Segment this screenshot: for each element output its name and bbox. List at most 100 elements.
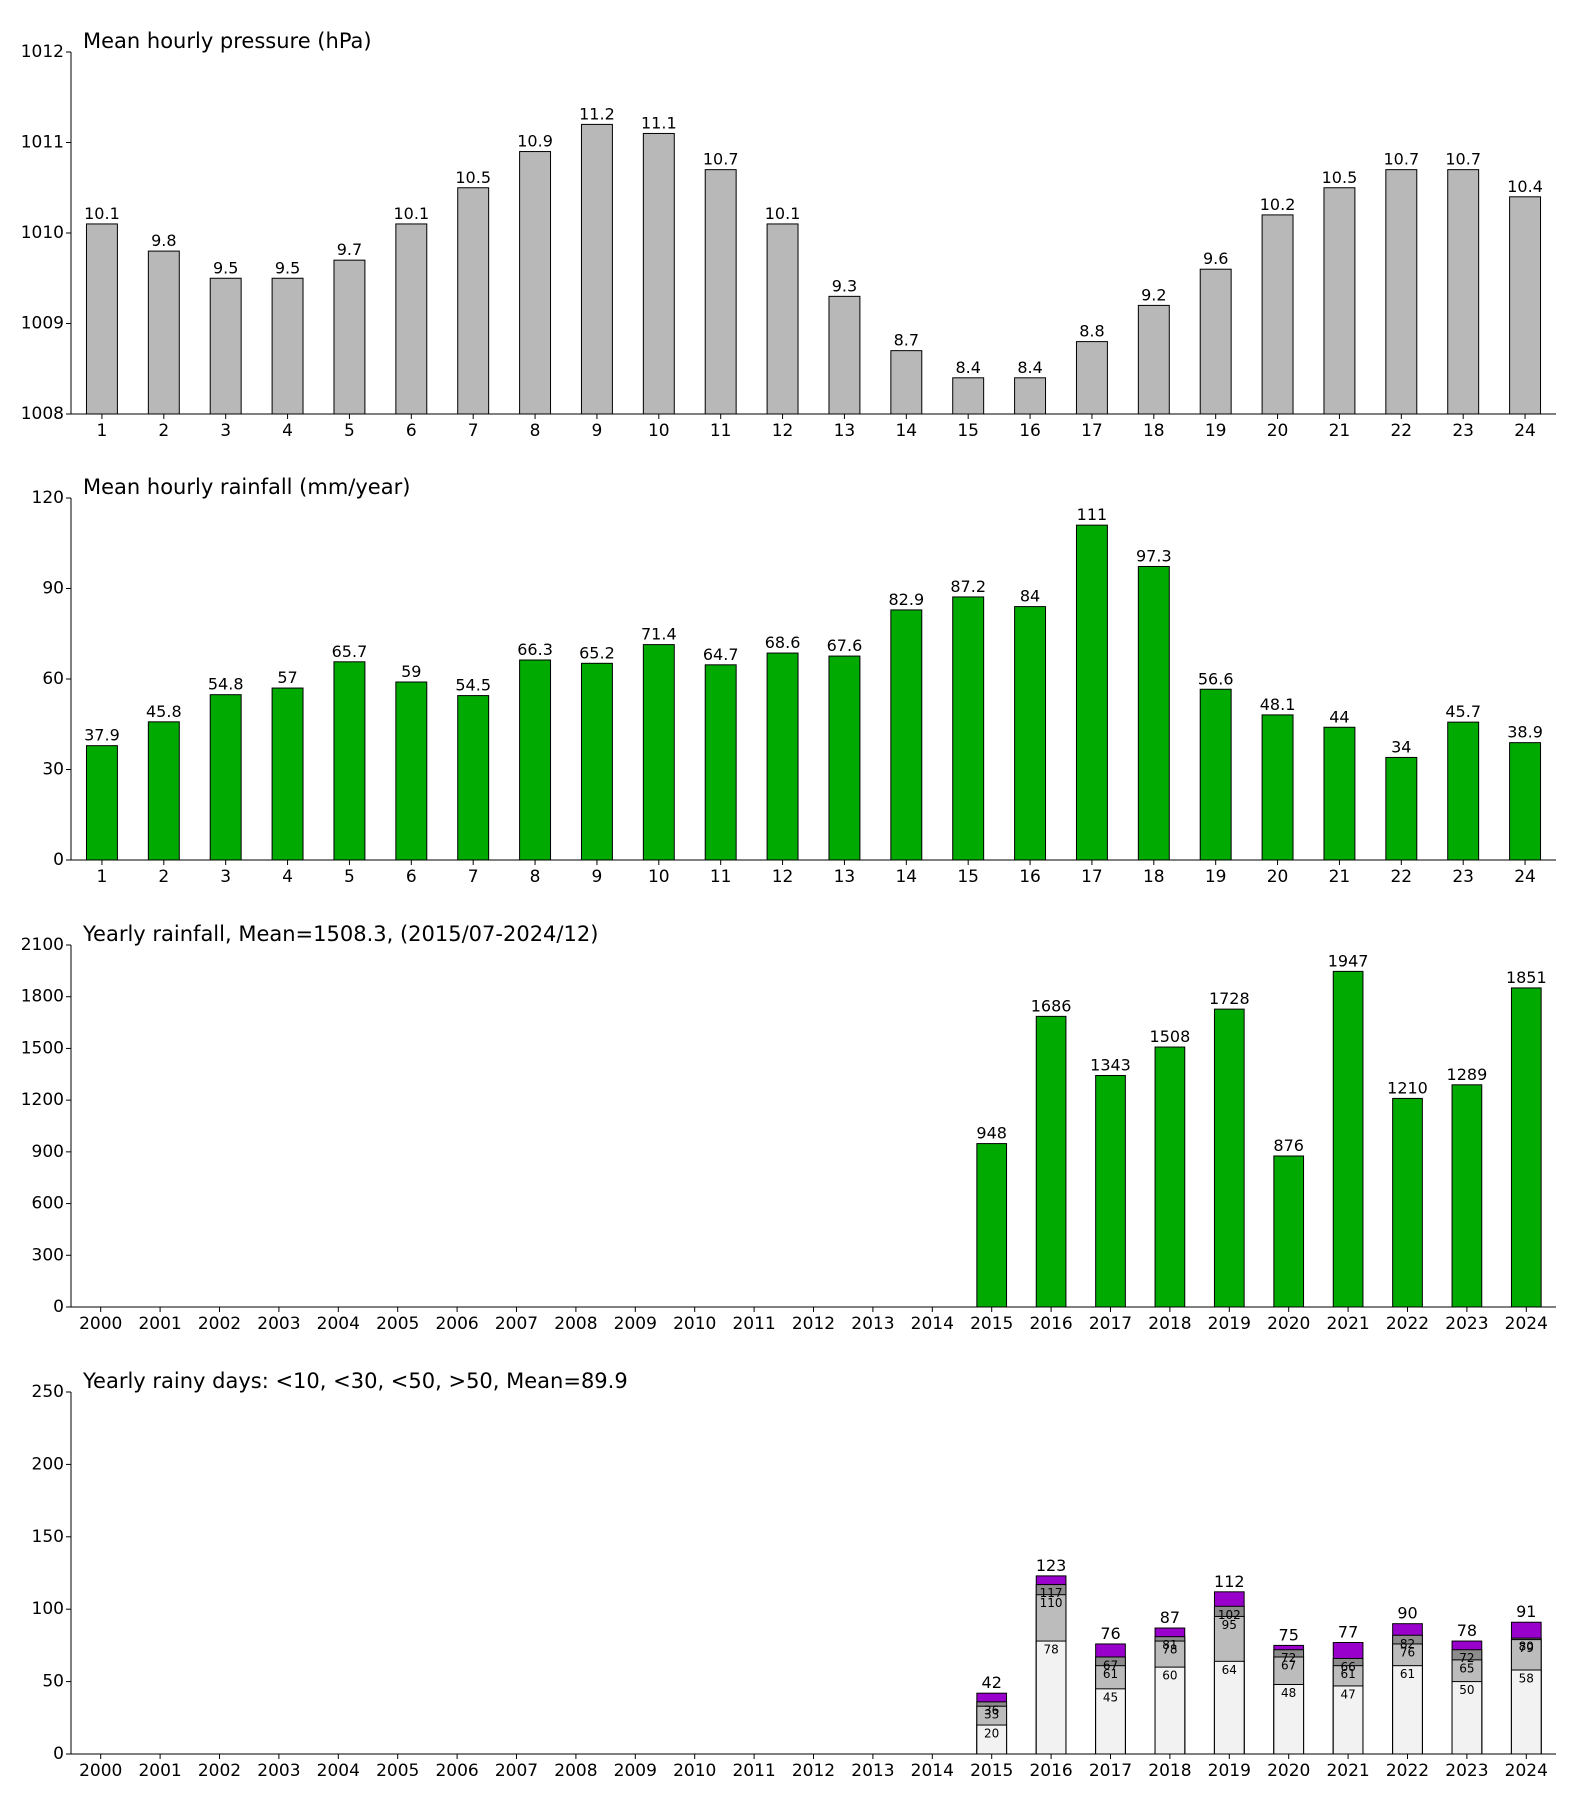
bar: [519, 659, 552, 861]
y-tick-label: 1800: [21, 987, 64, 1007]
value-label: 1686: [1031, 996, 1072, 1015]
segment-label: 76: [1400, 1645, 1415, 1659]
x-tick-label: 2011: [732, 1761, 775, 1781]
bar: [209, 277, 242, 415]
segment-label: 65: [1459, 1661, 1474, 1675]
value-label: 9.6: [1203, 249, 1228, 268]
x-tick-label: 2010: [673, 1314, 716, 1334]
y-tick-label: 1500: [21, 1038, 64, 1058]
segment-label: 82: [1400, 1637, 1415, 1651]
x-tick-label: 2001: [138, 1314, 181, 1334]
value-label: 8.4: [1017, 358, 1042, 377]
x-tick-label: 15: [957, 421, 979, 441]
value-label: 84: [1020, 587, 1040, 606]
x-tick-label: 2000: [79, 1761, 122, 1781]
x-tick-label: 6: [406, 421, 417, 441]
x-tick-label: 1: [97, 867, 108, 887]
x-tick-label: 11: [710, 421, 732, 441]
segment-label: 64: [1222, 1663, 1237, 1677]
x-tick-label: 17: [1081, 421, 1103, 441]
x-tick-label: 2019: [1208, 1761, 1251, 1781]
bar-segment: [1510, 1669, 1542, 1755]
value-label: 1947: [1328, 951, 1369, 970]
y-tick-label: 0: [53, 1297, 64, 1317]
value-label: 57: [277, 668, 297, 687]
x-tick-label: 2006: [435, 1314, 478, 1334]
x-tick-label: 2001: [138, 1761, 181, 1781]
x-tick-label: 24: [1514, 421, 1536, 441]
x-tick-label: 2: [158, 867, 169, 887]
x-tick-label: 2018: [1148, 1761, 1191, 1781]
value-label: 65.2: [579, 643, 615, 662]
value-label: 56.6: [1198, 669, 1234, 688]
segment-label: 50: [1459, 1683, 1474, 1697]
bar: [1447, 721, 1480, 861]
x-tick-label: 2022: [1386, 1761, 1429, 1781]
bar: [1510, 987, 1542, 1308]
segment-label: 47: [1340, 1687, 1355, 1701]
x-tick-label: 2013: [851, 1314, 894, 1334]
x-tick-label: 2017: [1089, 1314, 1132, 1334]
x-tick-label: 20: [1267, 867, 1289, 887]
bar-segment: [1154, 1666, 1186, 1755]
bar: [704, 664, 737, 861]
value-label: 9.3: [832, 276, 857, 295]
bar: [1075, 524, 1108, 861]
total-label: 90: [1397, 1604, 1417, 1623]
bar: [1451, 1084, 1483, 1308]
bar: [1261, 714, 1294, 861]
x-tick-label: 8: [530, 867, 541, 887]
x-tick-label: 2013: [851, 1761, 894, 1781]
value-label: 10.7: [1384, 150, 1420, 169]
y-tick-label: 1009: [21, 314, 64, 334]
bar-segment: [1035, 1640, 1067, 1755]
segment-label: 78: [1043, 1643, 1058, 1657]
value-label: 38.9: [1507, 723, 1543, 742]
bar: [766, 223, 799, 415]
x-tick-label: 3: [220, 867, 231, 887]
x-tick-label: 2004: [317, 1314, 360, 1334]
y-tick-label: 60: [42, 669, 64, 689]
segment-label: 48: [1281, 1686, 1296, 1700]
value-label: 111: [1077, 505, 1108, 524]
segment-label: 58: [1519, 1672, 1534, 1686]
x-tick-label: 17: [1081, 867, 1103, 887]
x-tick-label: 2014: [911, 1761, 954, 1781]
value-label: 10.1: [394, 204, 430, 223]
x-tick-label: 2022: [1386, 1314, 1429, 1334]
x-tick-label: 13: [834, 421, 856, 441]
bar: [1273, 1155, 1305, 1308]
y-tick-label: 50: [42, 1672, 64, 1692]
value-label: 8.4: [955, 358, 980, 377]
bar: [147, 721, 180, 861]
x-tick-label: 7: [468, 867, 479, 887]
x-tick-label: 2003: [257, 1761, 300, 1781]
x-tick-label: 7: [468, 421, 479, 441]
value-label: 8.8: [1079, 322, 1104, 341]
x-tick-label: 2009: [614, 1761, 657, 1781]
x-tick-label: 10: [648, 421, 670, 441]
x-tick-label: 2005: [376, 1314, 419, 1334]
x-tick-label: 2007: [495, 1314, 538, 1334]
x-tick-label: 2020: [1267, 1761, 1310, 1781]
value-label: 8.7: [894, 331, 919, 350]
x-tick-label: 8: [530, 421, 541, 441]
bar: [1509, 196, 1542, 415]
segment-label: 80: [1519, 1640, 1534, 1654]
y-tick-label: 90: [42, 579, 64, 599]
bar: [976, 1143, 1008, 1308]
x-tick-label: 2018: [1148, 1314, 1191, 1334]
y-tick-label: 150: [32, 1527, 64, 1547]
total-label: 76: [1100, 1624, 1120, 1643]
x-tick-label: 21: [1329, 867, 1351, 887]
y-tick-label: 250: [32, 1382, 64, 1402]
y-tick-label: 30: [42, 760, 64, 780]
bar: [519, 151, 552, 415]
chart-title: Yearly rainy days: <10, <30, <50, >50, M…: [82, 1369, 628, 1393]
y-tick-label: 1008: [21, 404, 64, 424]
value-label: 71.4: [641, 625, 677, 644]
x-tick-label: 3: [220, 421, 231, 441]
segment-label: 72: [1281, 1651, 1296, 1665]
bar: [1095, 1074, 1126, 1308]
y-tick-label: 300: [32, 1245, 64, 1265]
